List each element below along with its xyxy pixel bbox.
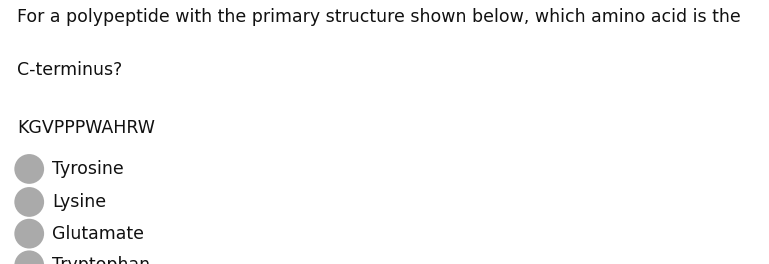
Text: KGVPPPWAHRW: KGVPPPWAHRW: [17, 119, 155, 137]
Text: Glutamate: Glutamate: [52, 225, 145, 243]
Text: Lysine: Lysine: [52, 193, 106, 211]
Ellipse shape: [15, 188, 43, 216]
Text: Tyrosine: Tyrosine: [52, 160, 124, 178]
Text: For a polypeptide with the primary structure shown below, which amino acid is th: For a polypeptide with the primary struc…: [17, 8, 741, 26]
Ellipse shape: [15, 155, 43, 183]
Text: C-terminus?: C-terminus?: [17, 61, 122, 79]
Text: Tryptophan: Tryptophan: [52, 256, 151, 264]
Ellipse shape: [15, 252, 43, 264]
Ellipse shape: [15, 220, 43, 247]
